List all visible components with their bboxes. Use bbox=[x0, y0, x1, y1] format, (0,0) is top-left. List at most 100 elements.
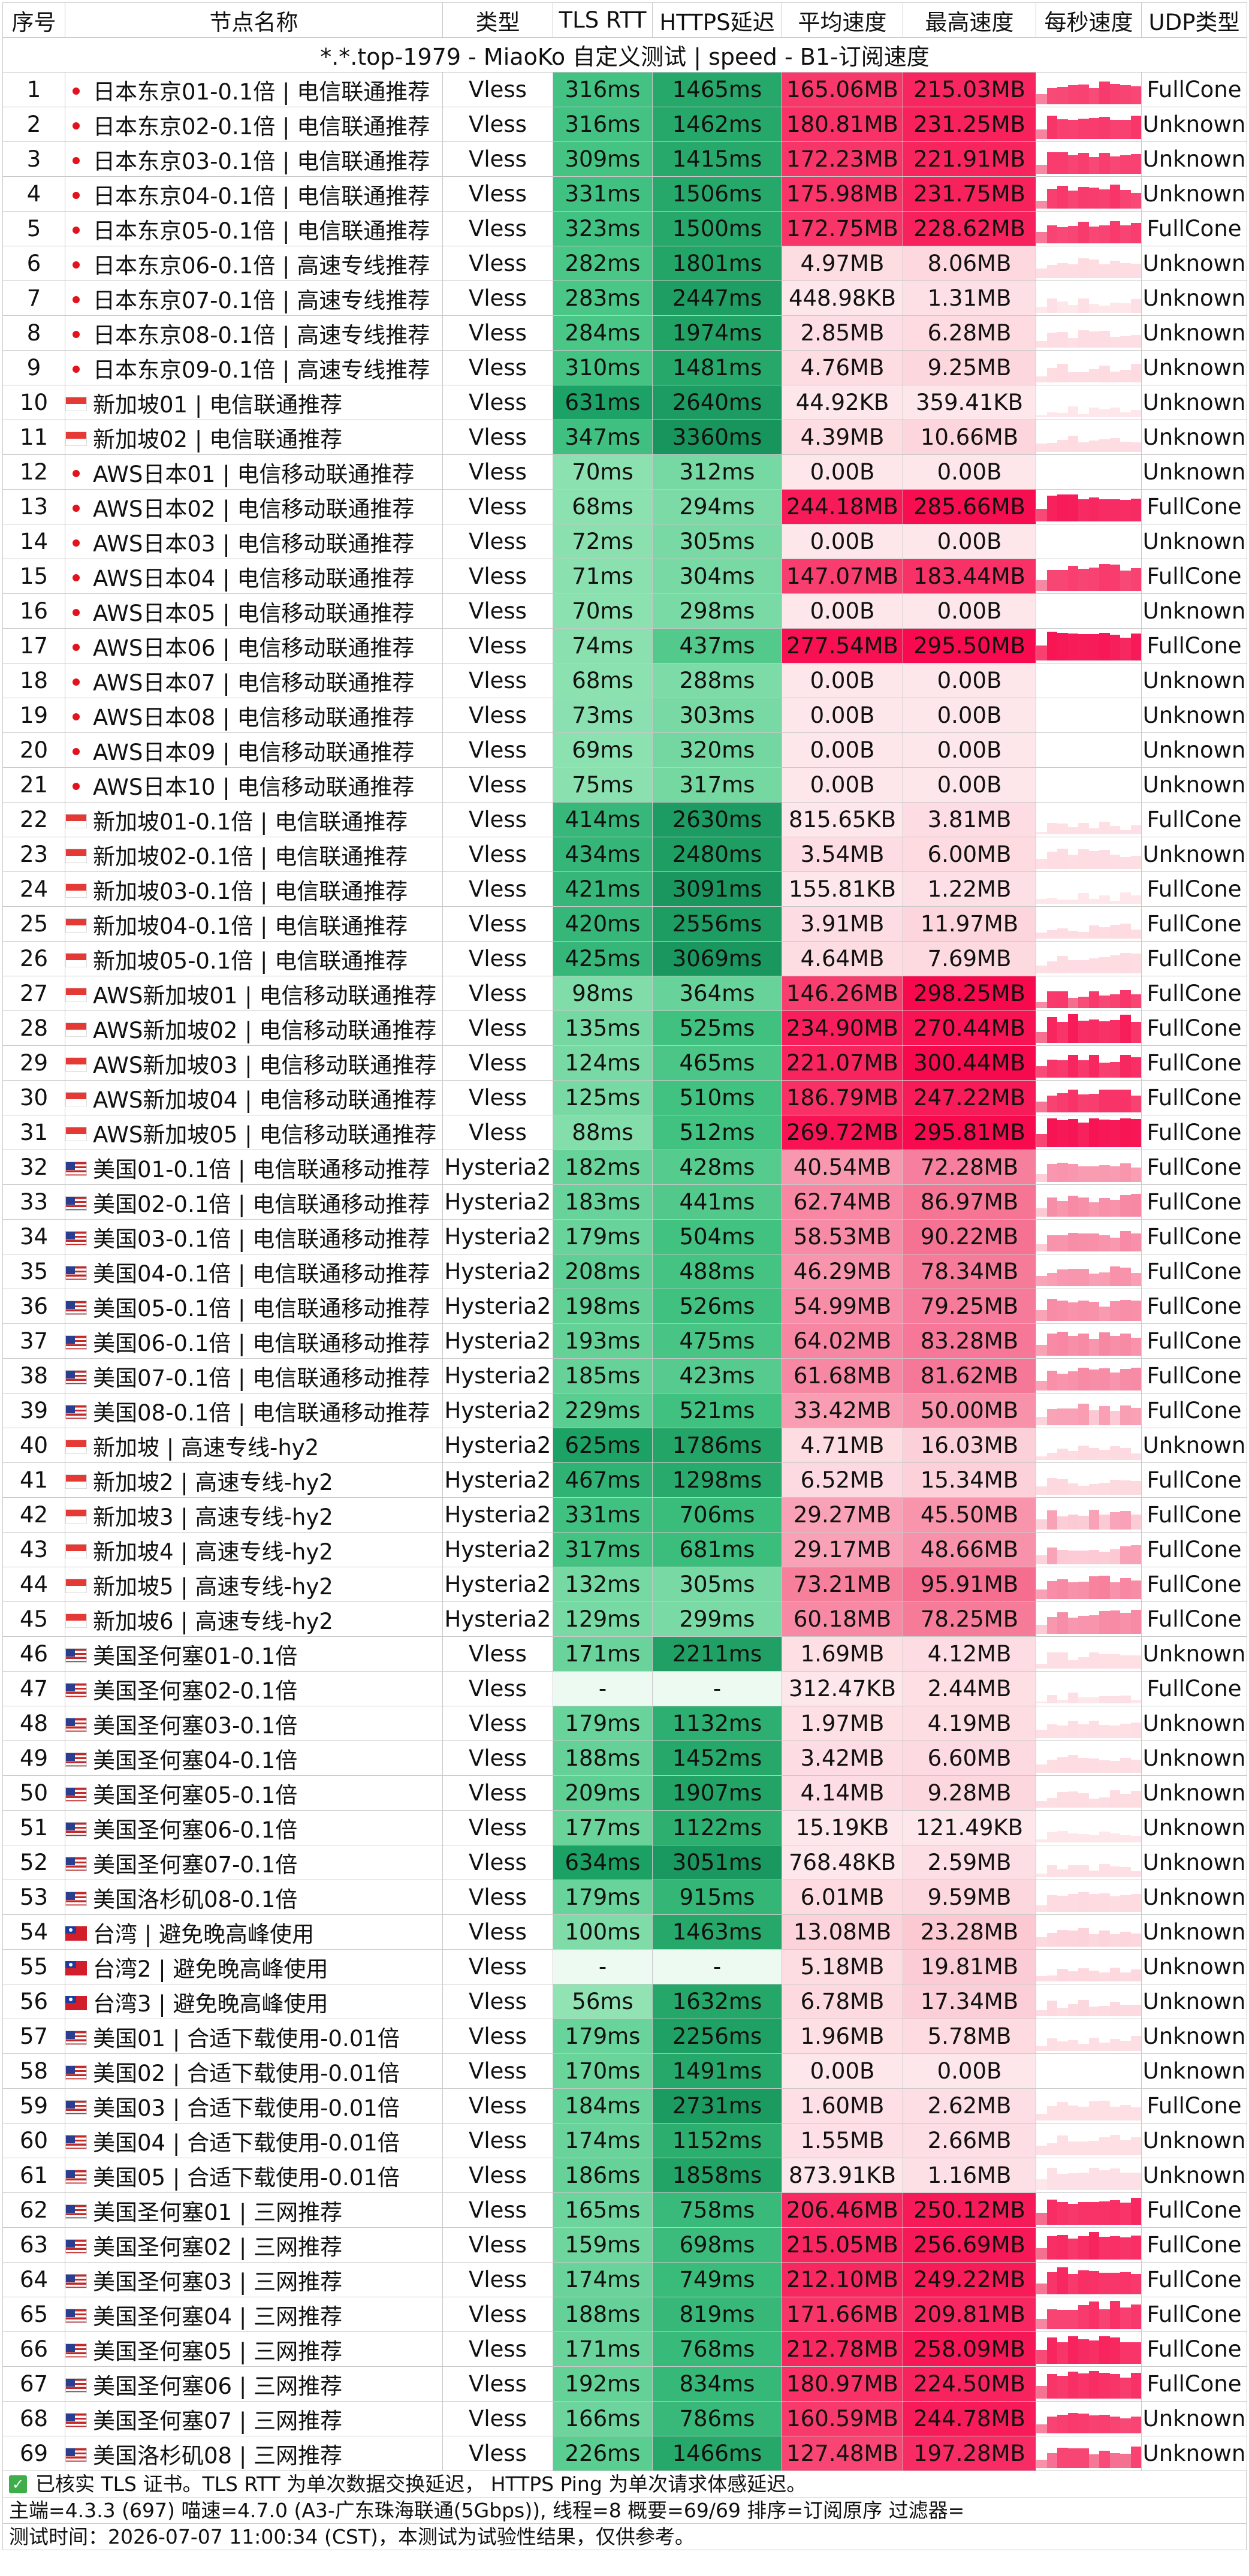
sparkline-bar bbox=[1036, 1133, 1047, 1147]
sparkline-bar bbox=[1067, 997, 1078, 1008]
node-name: 台湾 | 避免晚高峰使用 bbox=[93, 1921, 314, 1947]
table-body: 1 日本东京01-0.1倍 | 电信联通推荐 Vless 316ms 1465ms 165… bbox=[2, 72, 1247, 2471]
node-name: AWS日本07 | 电信移动联通推荐 bbox=[93, 669, 415, 696]
sparkline bbox=[1036, 110, 1141, 139]
sparkline bbox=[1036, 354, 1141, 382]
sparkline-bar bbox=[1120, 1895, 1131, 1912]
singapore-flag-icon bbox=[65, 988, 87, 1002]
sparkline-bar bbox=[1057, 301, 1068, 313]
sparkline-bar bbox=[1088, 1652, 1099, 1669]
sparkline-bar bbox=[1088, 958, 1099, 973]
sparkline-bar bbox=[1046, 1694, 1057, 1703]
table-row: 19 AWS日本08 | 电信移动联通推荐 Vless 73ms 303ms 0.00B 0… bbox=[2, 698, 1247, 733]
sparkline-bar bbox=[1078, 1122, 1089, 1147]
tls-rtt: 124ms bbox=[553, 1045, 653, 1081]
sparkline-bar bbox=[1109, 1372, 1120, 1390]
sparkline bbox=[1036, 1223, 1141, 1251]
udp-type: Unknown bbox=[1141, 1775, 1247, 1811]
sparkline-bar bbox=[1120, 1972, 1131, 1981]
udp-type: FullCone bbox=[1141, 489, 1247, 524]
sparkline-bar bbox=[1099, 189, 1110, 209]
sparkline-bar bbox=[1067, 2173, 1078, 2190]
https-latency: 465ms bbox=[652, 1045, 782, 1081]
sparkline-bar bbox=[1046, 2337, 1057, 2364]
avg-speed: 212.78MB bbox=[782, 2331, 903, 2367]
per-second-speed-sparkline bbox=[1036, 2401, 1142, 2436]
sparkline-bar bbox=[1057, 1408, 1068, 1425]
sparkline-bar bbox=[1120, 225, 1131, 243]
max-speed: 231.75MB bbox=[903, 176, 1036, 212]
node-name: AWS新加坡02 | 电信移动联通推荐 bbox=[93, 1017, 437, 1043]
table-row: 10 新加坡01 | 电信联通推荐 Vless 631ms 2640ms 44.92KB 3… bbox=[2, 385, 1247, 420]
row-index: 44 bbox=[2, 1567, 65, 1602]
sparkline-bar bbox=[1036, 306, 1047, 313]
sparkline-bar bbox=[1099, 1449, 1110, 1460]
sparkline-bar bbox=[1057, 1968, 1068, 1981]
sparkline-bar bbox=[1057, 1162, 1068, 1182]
udp-type: Unknown bbox=[1141, 1428, 1247, 1463]
sparkline-bar bbox=[1046, 2236, 1057, 2260]
row-index: 29 bbox=[2, 1045, 65, 1081]
avg-speed: 175.98MB bbox=[782, 176, 903, 212]
sparkline-bar bbox=[1120, 1835, 1131, 1842]
sparkline-bar bbox=[1036, 164, 1047, 174]
sparkline-bar bbox=[1067, 1582, 1078, 1599]
sparkline-bar bbox=[1120, 263, 1131, 278]
tls-rtt: 316ms bbox=[553, 72, 653, 107]
sparkline-bar bbox=[1099, 409, 1110, 417]
row-index: 46 bbox=[2, 1636, 65, 1672]
node-name-cell: 美国07-0.1倍 | 电信联通移动推荐 bbox=[65, 1358, 443, 1393]
max-speed: 270.44MB bbox=[903, 1011, 1036, 1046]
sparkline-bar bbox=[1109, 1582, 1120, 1599]
avg-speed: 155.81KB bbox=[782, 871, 903, 907]
table-row: 39 美国08-0.1倍 | 电信联通移动推荐 Hysteria2 229ms 521m… bbox=[2, 1393, 1247, 1428]
sparkline-bar bbox=[1067, 1371, 1078, 1390]
sparkline-bar bbox=[1130, 263, 1141, 278]
tls-rtt: 132ms bbox=[553, 1567, 653, 1602]
sparkline-bar bbox=[1057, 363, 1068, 382]
node-name: 美国圣何塞06-0.1倍 bbox=[93, 1817, 298, 1843]
node-name-cell: 美国圣何塞06 | 三网推荐 bbox=[65, 2366, 443, 2402]
sparkline-bar bbox=[1046, 1197, 1057, 1217]
usa-flag-icon bbox=[65, 2170, 87, 2184]
max-speed: 6.60MB bbox=[903, 1741, 1036, 1776]
per-second-speed-sparkline bbox=[1036, 2227, 1142, 2263]
sparkline-bar bbox=[1130, 2004, 1141, 2016]
udp-type: FullCone bbox=[1141, 1671, 1247, 1706]
sparkline-bar bbox=[1057, 86, 1068, 104]
table-row: 61 美国05 | 合适下载使用-0.01倍 Vless 186ms 1858ms 873… bbox=[2, 2158, 1247, 2193]
sparkline-bar bbox=[1099, 2309, 1110, 2329]
per-second-speed-sparkline bbox=[1036, 2331, 1142, 2367]
node-name-cell: 美国圣何塞03 | 三网推荐 bbox=[65, 2262, 443, 2297]
https-latency: 3069ms bbox=[652, 941, 782, 976]
per-second-speed-sparkline bbox=[1036, 1914, 1142, 1950]
sparkline-bar bbox=[1046, 332, 1057, 348]
sparkline-bar bbox=[1057, 2267, 1068, 2294]
node-name-cell: 新加坡02 | 电信联通推荐 bbox=[65, 420, 443, 455]
table-row: 56 台湾3 | 避免晚高峰使用 Vless 56ms 1632ms 6.78MB 17.3… bbox=[2, 1984, 1247, 2019]
sparkline-bar bbox=[1036, 965, 1047, 973]
sparkline-bar bbox=[1067, 1163, 1078, 1182]
https-latency: 504ms bbox=[652, 1219, 782, 1254]
sparkline-bar bbox=[1057, 1869, 1068, 1877]
protocol-type: Vless bbox=[442, 1045, 553, 1081]
row-index: 33 bbox=[2, 1184, 65, 1220]
sparkline-bar bbox=[1109, 1166, 1120, 1182]
per-second-speed-sparkline bbox=[1036, 663, 1142, 698]
node-name-cell: AWS日本09 | 电信移动联通推荐 bbox=[65, 732, 443, 768]
sparkline-bar bbox=[1057, 848, 1068, 869]
max-speed: 2.62MB bbox=[903, 2088, 1036, 2123]
sparkline-bar bbox=[1046, 442, 1057, 452]
usa-flag-icon bbox=[65, 1266, 87, 1280]
sparkline-bar bbox=[1109, 302, 1120, 313]
max-speed: 95.91MB bbox=[903, 1567, 1036, 1602]
sparkline-bar bbox=[1057, 1579, 1068, 1599]
sparkline-bar bbox=[1078, 1166, 1089, 1182]
sparkline bbox=[1036, 2161, 1141, 2190]
https-latency: 1122ms bbox=[652, 1810, 782, 1845]
node-name: 美国02-0.1倍 | 电信联通移动推荐 bbox=[93, 1191, 430, 1217]
protocol-type: Hysteria2 bbox=[442, 1462, 553, 1498]
sparkline-bar bbox=[1130, 1835, 1141, 1842]
sparkline-bar bbox=[1109, 371, 1120, 382]
sparkline bbox=[1036, 2439, 1141, 2468]
